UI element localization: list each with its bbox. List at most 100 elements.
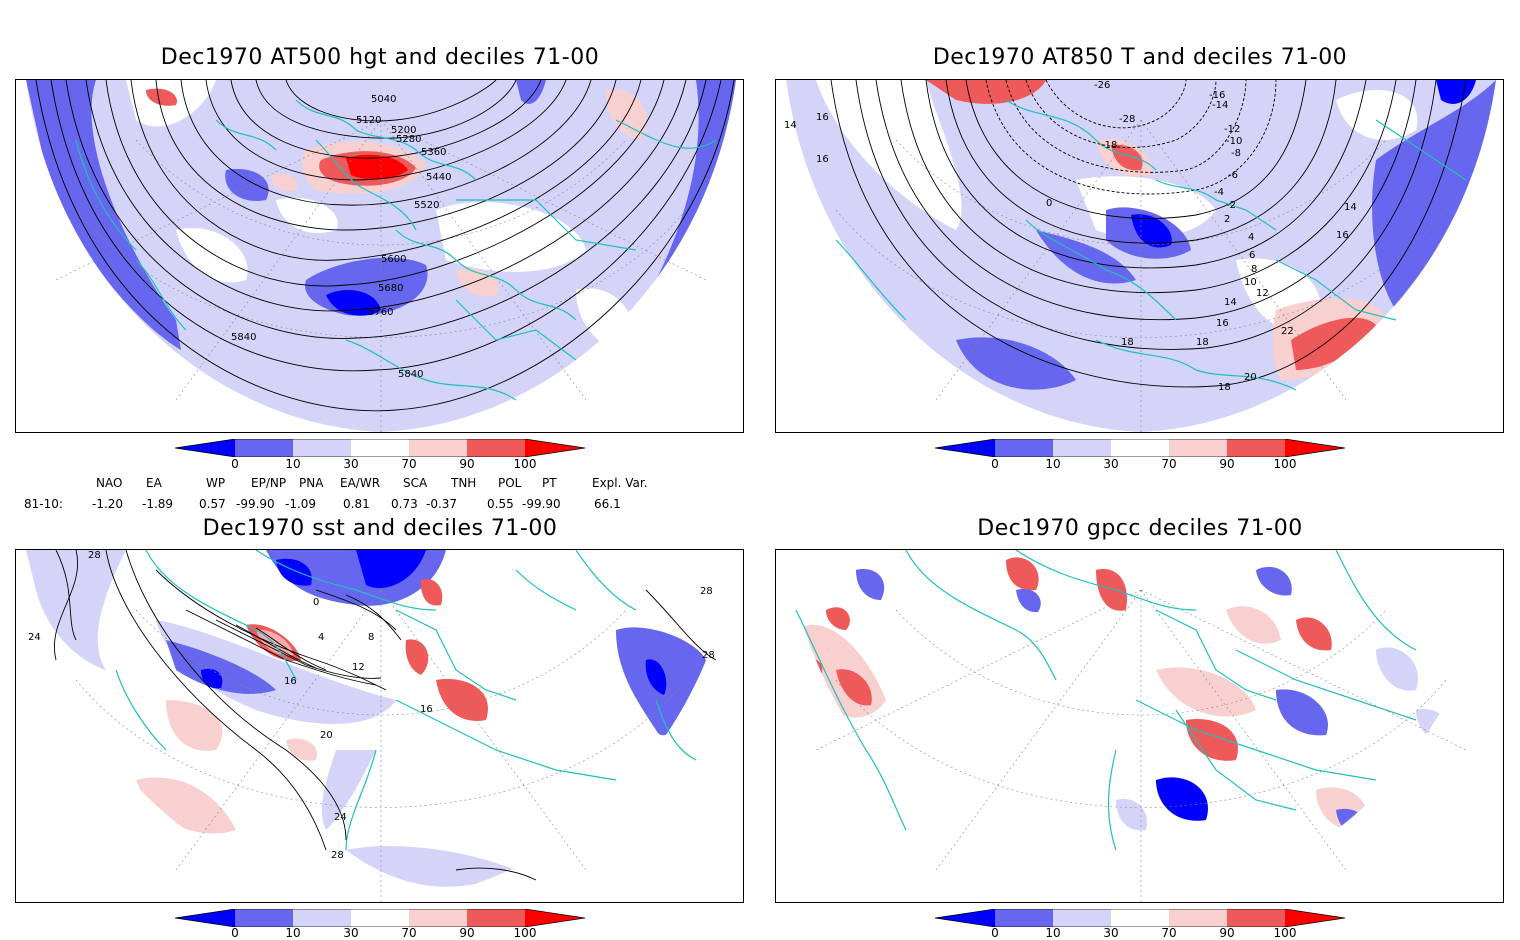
index-value: -1.20	[92, 497, 124, 511]
contour-label: 4	[1248, 232, 1254, 243]
colorbar-segment	[467, 909, 525, 927]
colorbar-tick: 10	[1045, 457, 1061, 471]
contour-label: 12	[1256, 288, 1269, 299]
index-value: -1.09	[285, 497, 317, 511]
colorbar-segment	[293, 909, 351, 927]
colorbar-tick: 30	[1103, 457, 1119, 471]
colorbar-tick: 0	[991, 457, 999, 471]
colorbar-segment	[1169, 909, 1227, 927]
contour-label: -18	[1101, 140, 1117, 151]
index-header: EA/WR	[340, 476, 381, 490]
colorbar-segment	[1169, 439, 1227, 457]
colorbar-3	[175, 909, 586, 927]
contour-label: 5440	[426, 172, 451, 183]
colorbar-segment	[995, 909, 1053, 927]
panel-title-2: Dec1970 AT850 T and deciles 71-00	[932, 45, 1348, 70]
index-header: WP	[206, 476, 226, 490]
colorbar-segment	[467, 439, 525, 457]
colorbar-segment	[1053, 439, 1111, 457]
colorbar-tick: 70	[1161, 457, 1177, 471]
contour-label: 28	[331, 850, 344, 861]
teleconnection-values: 81-10: -1.20 -1.89 0.57 -99.90 -1.09 0.8…	[0, 497, 760, 513]
contour-label: 12	[352, 662, 365, 673]
colorbar-tick: 30	[1103, 926, 1119, 940]
teleconnection-headers: NAO EA WP EP/NP PNA EA/WR SCA TNH POL PT…	[0, 476, 760, 492]
colorbar-tick: 0	[231, 926, 239, 940]
colorbar-segment	[525, 909, 585, 927]
index-header: Expl. Var.	[592, 476, 648, 490]
colorbar-tick: 70	[401, 457, 417, 471]
contour-label: 16	[284, 676, 297, 687]
contour-label: 14	[784, 120, 797, 131]
contour-label: 28	[702, 650, 715, 661]
contour-label: -10	[1226, 136, 1242, 147]
colorbar-segment	[1227, 439, 1285, 457]
colorbar-tick: 90	[1219, 926, 1235, 940]
colorbar-tick: 70	[1161, 926, 1177, 940]
contour-label: -12	[1224, 124, 1240, 135]
index-header: NAO	[96, 476, 123, 490]
contour-label: 18	[1196, 337, 1209, 348]
index-value: -99.90	[236, 497, 275, 511]
colorbar-tick: 0	[231, 457, 239, 471]
contour-label: 24	[334, 812, 347, 823]
contour-label: 5280	[396, 134, 421, 145]
index-header: SCA	[403, 476, 428, 490]
colorbar-tick: 100	[513, 457, 537, 471]
contour-label: 10	[1244, 277, 1257, 288]
colorbar-tick: 0	[991, 926, 999, 940]
contour-label: -14	[1212, 100, 1228, 111]
colorbar-tick: 100	[1273, 926, 1297, 940]
contour-label: 5200	[391, 125, 416, 136]
index-value: 66.1	[594, 497, 621, 511]
colorbar-1	[175, 439, 586, 457]
index-row-label: 81-10:	[24, 497, 63, 511]
map-canvas-sst: 28 24 0 4 8 12 16 16 20 24 28 28 28	[16, 550, 743, 902]
contour-label: -26	[1094, 80, 1110, 91]
colorbar-tick: 100	[513, 926, 537, 940]
contour-label: 14	[1344, 202, 1357, 213]
contour-label: 20	[320, 730, 333, 741]
contour-label: 5360	[421, 147, 446, 158]
contour-label: 16	[816, 154, 829, 165]
colorbar-segment	[995, 439, 1053, 457]
index-value: -0.37	[426, 497, 458, 511]
panel-title-1: Dec1970 AT500 hgt and deciles 71-00	[160, 45, 600, 70]
colorbar-tick: 30	[343, 926, 359, 940]
map-canvas-hgt500: 5040 5120 5200 5280 5360 5440 5520 5600 …	[16, 80, 743, 432]
contour-label: -16	[1209, 90, 1225, 101]
contour-label: 8	[1251, 264, 1257, 275]
colorbar-tick: 100	[1273, 457, 1297, 471]
contour-label: -4	[1214, 187, 1224, 198]
panel-title-3: Dec1970 sst and deciles 71-00	[202, 516, 558, 541]
colorbar-segment	[1227, 909, 1285, 927]
contour-label: 8	[368, 632, 374, 643]
contour-label: 24	[28, 632, 41, 643]
index-header: POL	[498, 476, 522, 490]
contour-label: 6	[1249, 250, 1255, 261]
contour-label: 16	[816, 112, 829, 123]
contour-label: 18	[1121, 337, 1134, 348]
colorbar-segment	[175, 909, 235, 927]
colorbar-segment	[235, 909, 293, 927]
index-header: EP/NP	[251, 476, 287, 490]
colorbar-tick: 10	[1045, 926, 1061, 940]
contour-label: 28	[700, 586, 713, 597]
colorbar-4	[935, 909, 1346, 927]
contour-label: 28	[88, 550, 101, 561]
colorbar-segment	[293, 439, 351, 457]
panel-title-4: Dec1970 gpcc deciles 71-00	[977, 516, 1303, 541]
contour-label: 18	[1218, 382, 1231, 393]
colorbar-segment	[409, 439, 467, 457]
contour-label: 16	[1216, 318, 1229, 329]
contour-label: -2	[1226, 200, 1236, 211]
contour-label: 5040	[371, 94, 396, 105]
index-header: PT	[542, 476, 557, 490]
contour-label: -28	[1119, 114, 1135, 125]
map-panel-gpcc	[775, 549, 1504, 903]
colorbar-2	[935, 439, 1346, 457]
index-value: -99.90	[522, 497, 561, 511]
colorbar-tick: 30	[343, 457, 359, 471]
colorbar-tick: 70	[401, 926, 417, 940]
index-header: PNA	[299, 476, 324, 490]
